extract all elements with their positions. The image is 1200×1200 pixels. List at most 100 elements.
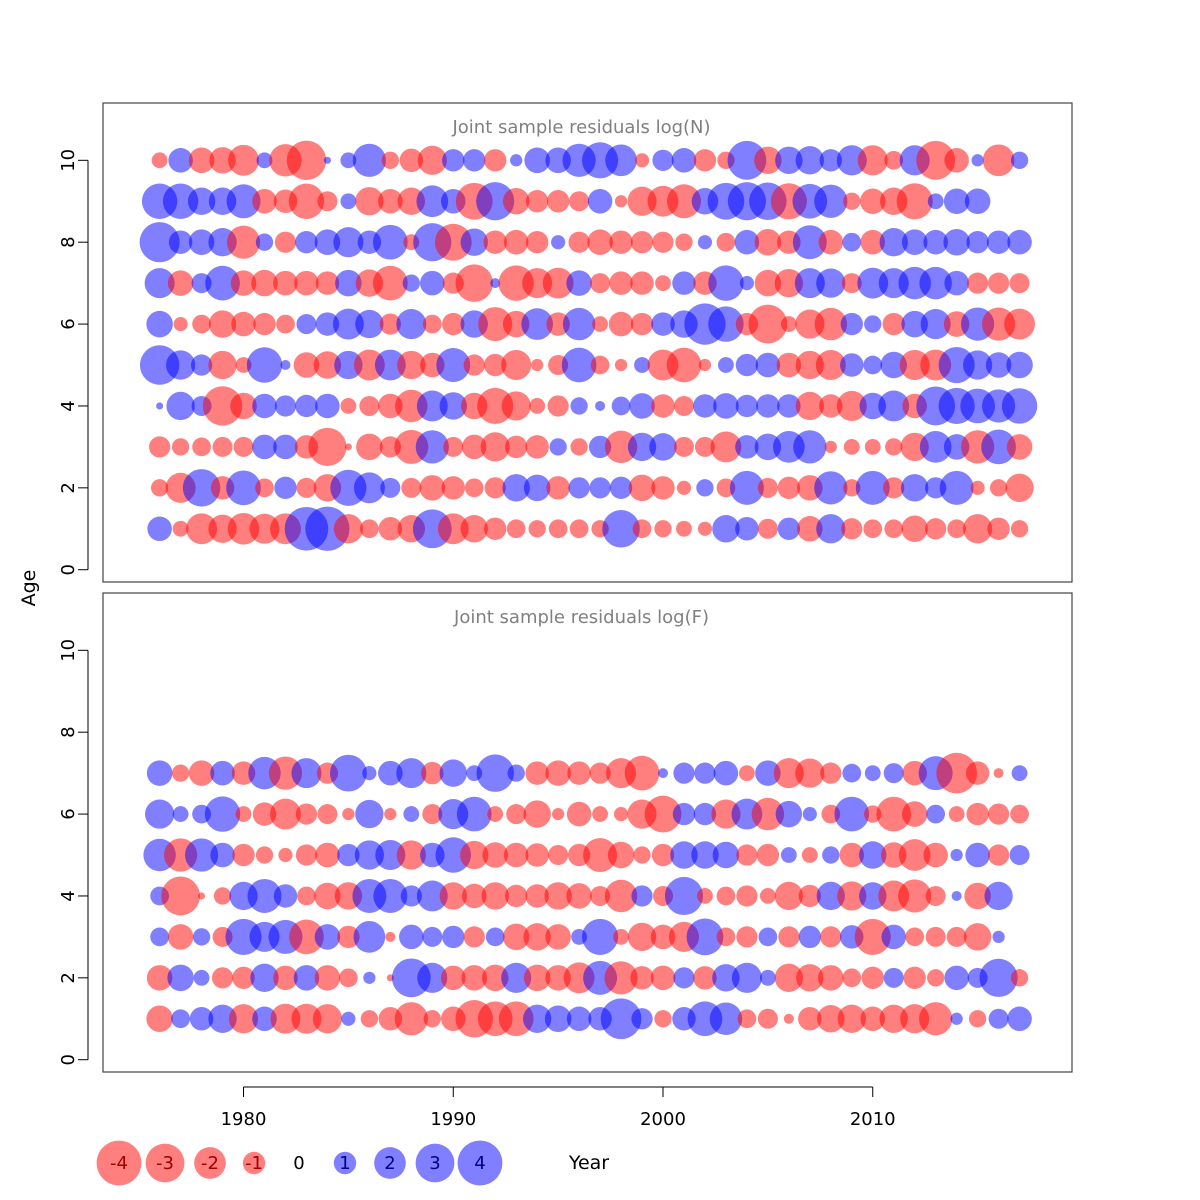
legend-bubble — [194, 1147, 226, 1179]
y-tick-label: 4 — [58, 400, 79, 411]
residual-bubble — [859, 841, 887, 869]
residual-bubble — [879, 228, 908, 257]
residual-bubble — [378, 760, 403, 786]
residual-bubble — [476, 754, 514, 792]
residual-bubble — [422, 926, 443, 947]
residual-bubble — [979, 958, 1018, 997]
residual-bubble — [655, 275, 671, 292]
legend-bubble — [96, 1140, 142, 1186]
y-tick-label: 6 — [58, 318, 79, 329]
residual-bubble — [927, 193, 944, 210]
residual-bubble — [521, 308, 554, 340]
residual-bubble — [748, 304, 788, 344]
residual-bubble — [814, 307, 848, 341]
residual-bubble — [843, 192, 861, 210]
residual-bubble — [415, 430, 449, 464]
residual-bubble — [652, 231, 674, 253]
residual-bubble — [566, 270, 592, 296]
residual-bubble — [901, 515, 928, 543]
residual-bubble — [860, 229, 886, 255]
residual-bubble — [246, 347, 283, 383]
residual-bubble — [481, 964, 509, 992]
residual-bubble — [632, 519, 652, 539]
residual-bubble — [145, 799, 175, 829]
residual-bubble — [774, 881, 804, 911]
residual-bubble — [900, 474, 929, 502]
residual-bubble — [630, 230, 654, 254]
residual-bubble — [213, 887, 232, 905]
residual-bubble — [843, 479, 861, 497]
residual-bubble — [630, 966, 654, 990]
residual-bubble — [608, 311, 634, 337]
residual-bubble — [842, 232, 862, 252]
legend-label: -1 — [245, 1153, 263, 1174]
residual-bubble — [600, 998, 642, 1040]
residual-bubble — [718, 357, 734, 373]
residual-bubble — [147, 516, 172, 542]
residual-bubble — [738, 765, 755, 782]
residual-bubble — [819, 149, 842, 172]
residual-bubble — [709, 1002, 743, 1036]
residual-bubble — [611, 396, 631, 416]
residual-bubble — [652, 149, 674, 171]
residual-bubble — [1007, 229, 1032, 255]
residual-bubble — [308, 427, 347, 466]
residual-bubble — [815, 349, 846, 381]
residual-bubble — [161, 876, 201, 916]
residual-bubble — [697, 888, 713, 904]
residual-bubble — [421, 761, 444, 785]
legend-label: -2 — [201, 1153, 219, 1174]
residual-bubble — [837, 881, 867, 911]
residual-bubble — [504, 884, 528, 908]
residual-bubble — [693, 149, 717, 172]
residual-bubble — [1004, 308, 1036, 340]
residual-bubble — [167, 924, 194, 950]
residual-bubble — [402, 274, 420, 292]
residual-bubble — [735, 394, 759, 418]
residual-bubble — [525, 843, 549, 867]
residual-bubble — [251, 269, 278, 297]
residual-bubble — [139, 345, 180, 385]
residual-bubble — [274, 476, 297, 500]
residual-bubble — [139, 222, 180, 263]
residual-bubble — [548, 844, 569, 866]
residual-bubble — [946, 926, 967, 947]
residual-bubble — [839, 842, 865, 868]
residual-bubble — [816, 881, 845, 911]
residual-bubble — [673, 436, 694, 457]
residual-bubble — [297, 886, 316, 906]
residual-bubble — [381, 151, 400, 169]
residual-bubble — [503, 229, 529, 255]
residual-bubble — [189, 1007, 214, 1031]
residual-bubble — [755, 760, 781, 786]
residual-bubble — [624, 755, 660, 791]
residual-bubble — [168, 230, 193, 254]
residual-bubble — [525, 230, 549, 254]
residual-bubble — [758, 927, 778, 947]
x-tick-label: 1980 — [221, 1109, 267, 1130]
residual-bubble — [182, 469, 221, 507]
residual-bubble — [727, 140, 767, 180]
residual-bubble — [461, 965, 488, 991]
residual-bubble — [256, 152, 273, 169]
y-tick-label: 8 — [58, 236, 79, 247]
residual-bubble — [630, 271, 654, 295]
residual-bubble — [798, 1007, 822, 1031]
residual-bubble — [156, 402, 164, 410]
residual-bubble — [756, 394, 780, 418]
residual-bubble — [919, 431, 952, 463]
residual-bubble — [192, 928, 211, 946]
residual-bubble — [498, 1001, 534, 1037]
bubble-size-legend: -4 -3 -2 -1 0 1 2 3 4 — [96, 1140, 503, 1186]
residual-bubble — [716, 886, 736, 906]
residual-bubble — [987, 844, 1010, 866]
residual-bubble — [172, 806, 189, 822]
residual-bubble — [964, 882, 991, 910]
residual-bubble — [666, 347, 702, 383]
residual-bubble — [609, 476, 633, 500]
residual-bubble — [417, 962, 448, 993]
residual-bubble — [654, 520, 672, 538]
residual-bubble — [607, 841, 635, 869]
residual-bubble — [162, 183, 199, 219]
residual-bubble — [417, 145, 447, 175]
